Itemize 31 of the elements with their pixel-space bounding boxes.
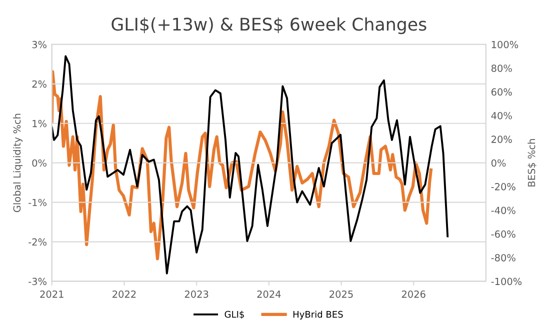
y-axis-title: Global Liquidity %ch — [13, 114, 23, 212]
legend-label: GLI$ — [224, 310, 244, 319]
y2-tick-label: 40% — [491, 112, 512, 120]
legend-label: HyBrid BES — [293, 310, 343, 320]
x-tick-label: 2021 — [40, 290, 64, 298]
line-series — [52, 55, 449, 274]
x-tick-label: 2022 — [112, 290, 136, 298]
y2-tick-label: -40% — [491, 206, 516, 214]
y2-tick-label: 20% — [492, 136, 512, 143]
x-tick-label: 2026 — [402, 290, 426, 298]
y2-tick-label: 60% — [491, 88, 512, 96]
y2-tick-label: 80% — [491, 64, 512, 72]
y-tick-label: -3% — [28, 278, 46, 286]
chart-title: GLI$(+13w) & BES$ 6week Changes — [112, 17, 426, 34]
y2-tick-label: 0% — [491, 159, 506, 167]
x-tick-label: 2023 — [184, 290, 208, 298]
y-tick-label: -1% — [28, 198, 46, 206]
y-tick-label: 3% — [32, 40, 46, 48]
y2-tick-label: 100% — [492, 40, 518, 48]
y2-tick-label: -20% — [491, 183, 516, 190]
line-series — [52, 70, 432, 260]
y2-tick-label: -100% — [491, 278, 522, 286]
y2-tick-label: -60% — [491, 230, 516, 238]
y-tick-label: 0% — [32, 159, 46, 167]
y-tick-label: -2% — [28, 238, 46, 246]
y2-tick-label: -80% — [491, 254, 516, 262]
x-tick-label: 2025 — [330, 290, 353, 298]
y-tick-label: 2% — [32, 80, 46, 88]
y2-axis-title: BES$ %ch — [528, 139, 536, 186]
x-tick-label: 2024 — [257, 290, 281, 298]
y-tick-label: 1% — [32, 120, 46, 128]
